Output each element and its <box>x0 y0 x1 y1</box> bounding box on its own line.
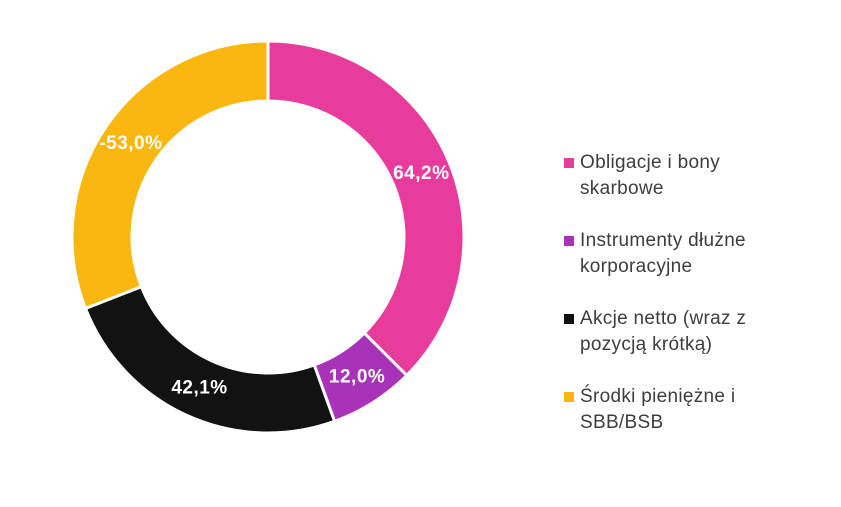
legend-item-srodki: Środki pieniężne i SBB/BSB <box>564 384 814 436</box>
slice-label: 42,1% <box>171 378 227 399</box>
slice-label: -53,0% <box>99 133 162 154</box>
legend-marker <box>564 158 574 168</box>
legend-label: Akcje netto (wraz z pozycją krótką) <box>580 308 747 355</box>
donut-segment <box>70 39 270 311</box>
legend-label: Instrumenty dłużne korporacyjne <box>580 230 746 277</box>
legend-label: Obligacje i bony skarbowe <box>580 152 720 199</box>
legend-marker <box>564 314 574 324</box>
donut-segment <box>266 39 466 378</box>
legend-marker <box>564 392 574 402</box>
legend-item-akcje: Akcje netto (wraz z pozycją krótką) <box>564 306 814 358</box>
slice-label: 64,2% <box>393 163 449 184</box>
donut-segment <box>83 284 337 435</box>
slice-label: 12,0% <box>329 367 385 388</box>
legend-marker <box>564 236 574 246</box>
legend-item-obligacje: Obligacje i bony skarbowe <box>564 150 814 202</box>
legend-label: Środki pieniężne i SBB/BSB <box>580 386 736 433</box>
legend-item-instrumenty: Instrumenty dłużne korporacyjne <box>564 228 814 280</box>
legend: Obligacje i bony skarbowe Instrumenty dł… <box>564 150 814 462</box>
